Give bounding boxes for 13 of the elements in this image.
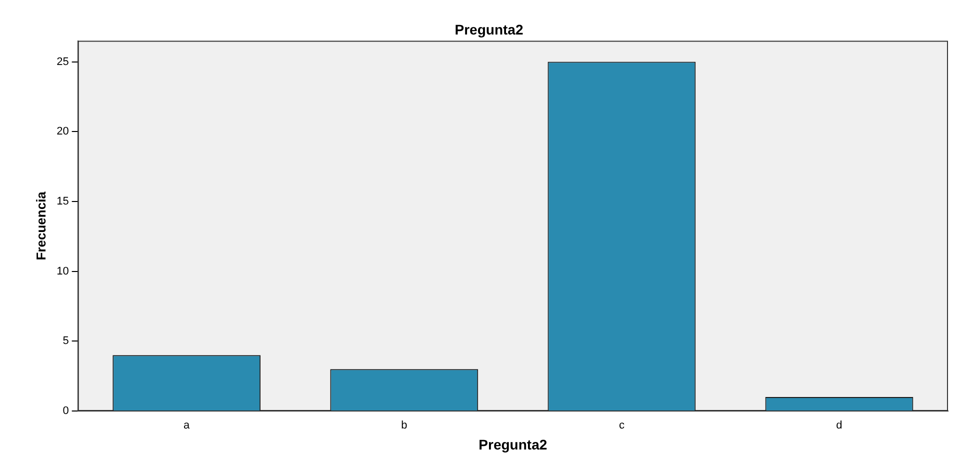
y-tick-label: 10: [56, 265, 69, 278]
x-tick-label: b: [401, 420, 408, 432]
y-tick-label: 5: [62, 335, 69, 348]
x-axis-title: Pregunta2: [478, 436, 548, 452]
x-tick-label: d: [836, 420, 842, 432]
y-tick-label: 25: [56, 56, 69, 68]
y-tick-label: 0: [62, 405, 69, 418]
x-tick-label: a: [184, 420, 191, 432]
y-tick-label: 15: [56, 195, 69, 208]
x-tick-label: c: [618, 420, 625, 432]
y-tick-label: 20: [56, 126, 69, 138]
y-axis-title: Frecuencia: [33, 190, 48, 260]
chart-title: Pregunta2: [454, 21, 524, 38]
